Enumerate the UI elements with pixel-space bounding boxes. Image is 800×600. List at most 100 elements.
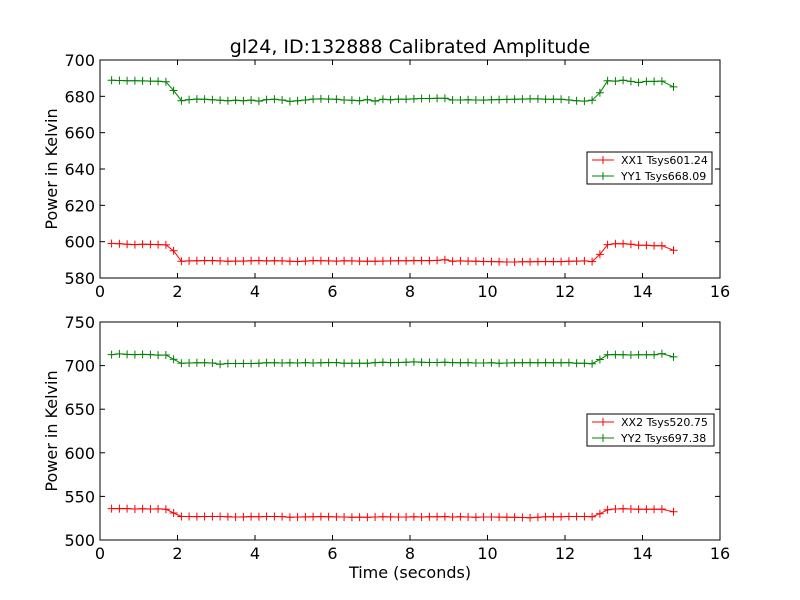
data-point-marker: [254, 97, 263, 106]
data-point-marker: [301, 257, 310, 266]
data-point-marker: [247, 96, 256, 105]
x-tick-label: 16: [710, 544, 730, 563]
data-point-marker: [355, 257, 364, 266]
data-point-marker: [634, 241, 643, 250]
data-point-marker: [626, 77, 635, 86]
data-point-marker: [169, 246, 178, 255]
data-point-marker: [549, 95, 558, 104]
data-point-marker: [394, 95, 403, 104]
data-point-marker: [386, 512, 395, 521]
data-point-marker: [564, 96, 573, 104]
data-point-marker: [595, 355, 604, 364]
data-point-marker: [208, 256, 217, 265]
data-point-marker: [123, 240, 132, 249]
top-chart-y-axis-label: Power in Kelvin: [42, 108, 61, 229]
data-point-marker: [634, 78, 643, 87]
x-tick-label: 4: [250, 282, 260, 301]
data-point-marker: [216, 360, 225, 369]
data-point-marker: [634, 350, 643, 359]
data-point-marker: [510, 258, 519, 266]
x-tick-label: 0: [95, 544, 105, 563]
x-tick-label: 16: [710, 282, 730, 301]
data-point-marker: [642, 77, 651, 86]
legend-box: [586, 413, 715, 447]
data-point-marker: [471, 257, 480, 266]
data-point-marker: [526, 257, 535, 266]
data-point-marker: [626, 351, 635, 359]
data-point-marker: [611, 350, 620, 359]
data-point-marker: [448, 513, 457, 521]
data-point-marker: [650, 350, 659, 359]
data-point-marker: [650, 505, 659, 514]
data-point-marker: [363, 513, 372, 522]
top-chart-panel: gl24, ID:132888 Calibrated Amplitude 0 2 4…: [42, 36, 730, 301]
bottom-chart-legend: XX2 Tsys520.75 YY2 Tsys697.38: [586, 413, 715, 447]
data-point-marker: [316, 358, 325, 367]
data-point-marker: [185, 512, 194, 521]
data-point-marker: [456, 358, 465, 367]
legend-xx1-marker: [599, 156, 607, 164]
data-point-marker: [433, 94, 442, 103]
y-tick-label: 580: [64, 269, 95, 288]
data-point-marker: [564, 257, 573, 266]
data-point-marker: [634, 505, 643, 514]
data-point-marker: [479, 513, 488, 521]
data-point-marker: [487, 513, 496, 521]
data-point-marker: [603, 76, 612, 85]
data-point-marker: [247, 512, 256, 521]
data-point-marker: [231, 513, 240, 521]
data-point-marker: [580, 97, 589, 106]
x-tick-label: 0: [95, 282, 105, 301]
data-point-marker: [293, 96, 302, 105]
data-point-marker: [192, 358, 201, 367]
data-point-marker: [495, 513, 504, 522]
data-point-marker: [278, 96, 287, 104]
data-point-marker: [231, 359, 240, 368]
data-point-marker: [185, 359, 194, 367]
data-point-marker: [192, 256, 201, 265]
data-point-marker: [371, 97, 380, 106]
data-point-marker: [619, 239, 628, 248]
data-point-marker: [402, 358, 411, 367]
data-point-marker: [657, 349, 666, 358]
x-tick-label: 12: [555, 282, 575, 301]
data-point-marker: [347, 513, 356, 522]
data-point-marker: [200, 256, 209, 265]
data-point-marker: [595, 88, 604, 97]
bottom-chart-y-axis-label: Power in Kelvin: [42, 370, 61, 491]
data-point-marker: [510, 358, 519, 367]
data-point-marker: [316, 94, 325, 103]
data-point-marker: [301, 358, 310, 367]
data-point-marker: [216, 96, 225, 105]
y-tick-label: 640: [64, 160, 95, 179]
data-point-marker: [409, 512, 418, 521]
data-point-marker: [363, 95, 372, 104]
data-point-marker: [549, 512, 558, 521]
x-tick-label: 6: [327, 544, 337, 563]
data-point-marker: [619, 350, 628, 359]
x-tick-label: 14: [632, 282, 652, 301]
data-point-marker: [185, 256, 194, 265]
data-point-marker: [378, 257, 387, 266]
data-point-marker: [363, 257, 372, 266]
data-point-marker: [425, 94, 434, 103]
data-point-marker: [316, 256, 325, 265]
data-point-marker: [417, 513, 426, 521]
data-point-marker: [332, 95, 341, 104]
data-point-marker: [402, 256, 411, 265]
x-tick-label: 10: [477, 282, 497, 301]
data-point-marker: [371, 358, 380, 367]
data-point-marker: [595, 509, 604, 518]
data-point-marker: [448, 257, 457, 266]
legend-yy1-marker: [599, 172, 607, 180]
data-point-marker: [340, 359, 349, 368]
data-point-marker: [541, 512, 550, 521]
data-point-marker: [107, 504, 116, 513]
data-point-marker: [262, 358, 271, 367]
data-point-marker: [541, 358, 550, 367]
x-tick-label: 12: [555, 544, 575, 563]
data-point-marker: [208, 359, 217, 367]
data-point-marker: [471, 96, 480, 104]
data-point-marker: [332, 512, 341, 521]
data-point-marker: [169, 509, 178, 517]
